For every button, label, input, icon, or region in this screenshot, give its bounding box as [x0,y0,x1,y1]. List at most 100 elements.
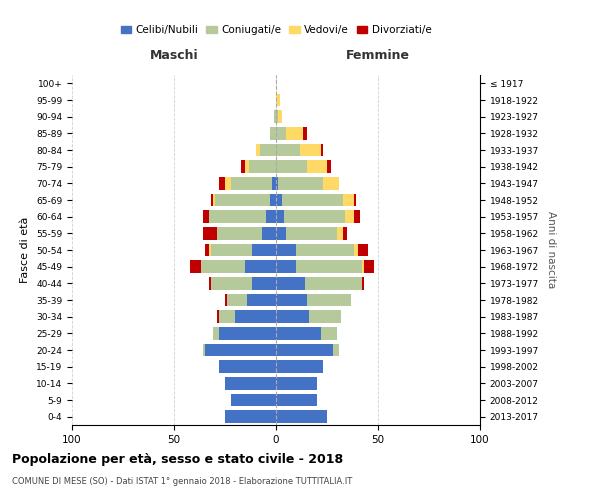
Bar [276,294,307,306]
Bar [276,110,278,123]
Bar [296,260,362,273]
Bar [278,110,282,123]
Bar [227,294,247,306]
Bar [266,210,276,223]
Bar [250,160,276,173]
Bar [270,127,276,140]
Bar [337,227,343,239]
Bar [215,194,270,206]
Bar [200,260,245,273]
Bar [241,160,245,173]
Bar [362,260,364,273]
Bar [211,277,251,289]
Bar [219,310,235,323]
Text: Femmine: Femmine [346,48,410,62]
Bar [209,210,266,223]
Bar [346,210,353,223]
Bar [343,227,347,239]
Bar [307,294,352,306]
Bar [211,244,251,256]
Bar [364,260,374,273]
Bar [245,160,250,173]
Bar [219,177,225,190]
Bar [362,277,364,289]
Bar [213,194,215,206]
Bar [276,410,327,423]
Bar [276,377,317,390]
Bar [225,377,276,390]
Text: COMUNE DI MESE (SO) - Dati ISTAT 1° gennaio 2018 - Elaborazione TUTTITALIA.IT: COMUNE DI MESE (SO) - Dati ISTAT 1° genn… [12,478,352,486]
Bar [270,194,276,206]
Bar [217,227,262,239]
Bar [213,327,219,340]
Bar [353,194,356,206]
Bar [276,94,280,106]
Bar [209,277,211,289]
Bar [219,360,276,373]
Bar [205,344,276,356]
Bar [353,244,358,256]
Bar [276,260,296,273]
Bar [235,310,276,323]
Bar [276,227,286,239]
Bar [219,327,276,340]
Bar [343,194,353,206]
Bar [190,260,200,273]
Bar [276,360,323,373]
Bar [278,177,323,190]
Bar [302,127,307,140]
Bar [231,394,276,406]
Bar [276,127,286,140]
Bar [307,160,327,173]
Bar [251,277,276,289]
Bar [286,127,302,140]
Bar [245,260,276,273]
Bar [282,194,343,206]
Bar [256,144,260,156]
Bar [209,244,211,256]
Bar [358,244,368,256]
Bar [251,244,276,256]
Bar [276,160,307,173]
Bar [276,327,321,340]
Bar [225,410,276,423]
Text: Popolazione per età, sesso e stato civile - 2018: Popolazione per età, sesso e stato civil… [12,452,343,466]
Bar [203,344,205,356]
Bar [284,210,346,223]
Bar [247,294,276,306]
Bar [276,244,296,256]
Legend: Celibi/Nubili, Coniugati/e, Vedovi/e, Divorziati/e: Celibi/Nubili, Coniugati/e, Vedovi/e, Di… [116,20,436,39]
Bar [276,344,333,356]
Bar [296,244,353,256]
Y-axis label: Fasce di età: Fasce di età [20,217,31,283]
Bar [276,394,317,406]
Bar [272,177,276,190]
Bar [321,144,323,156]
Bar [225,294,227,306]
Bar [353,210,359,223]
Bar [276,310,308,323]
Bar [333,344,339,356]
Bar [262,227,276,239]
Bar [274,110,276,123]
Bar [217,310,219,323]
Bar [286,227,337,239]
Bar [205,244,209,256]
Bar [203,227,217,239]
Bar [276,277,305,289]
Bar [321,327,337,340]
Bar [323,177,339,190]
Bar [211,194,213,206]
Bar [276,144,301,156]
Bar [231,177,272,190]
Bar [276,177,278,190]
Bar [276,194,282,206]
Bar [276,210,284,223]
Bar [225,177,231,190]
Bar [260,144,276,156]
Bar [305,277,362,289]
Text: Maschi: Maschi [149,48,199,62]
Bar [203,210,209,223]
Bar [301,144,321,156]
Bar [308,310,341,323]
